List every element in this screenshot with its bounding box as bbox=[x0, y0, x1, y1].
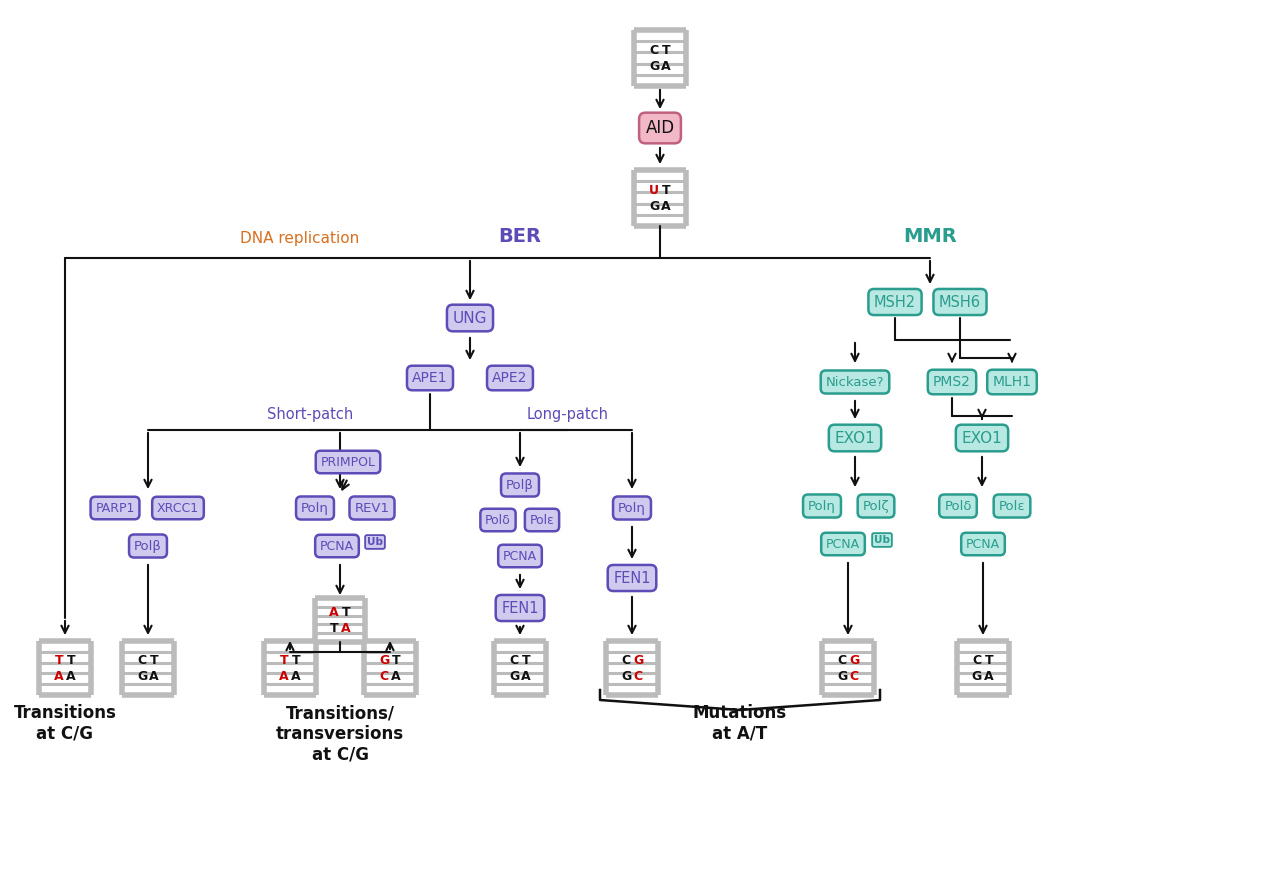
Text: Polε: Polε bbox=[998, 499, 1025, 513]
Text: A: A bbox=[662, 59, 671, 73]
Text: A: A bbox=[392, 669, 401, 683]
Text: Polη: Polη bbox=[301, 502, 329, 514]
Text: A: A bbox=[54, 669, 64, 683]
Text: UNG: UNG bbox=[453, 311, 488, 325]
Text: A: A bbox=[291, 669, 301, 683]
Text: Polε: Polε bbox=[530, 513, 554, 527]
Text: C: C bbox=[973, 653, 982, 667]
Text: A: A bbox=[521, 669, 531, 683]
Text: PCNA: PCNA bbox=[966, 538, 1000, 550]
Text: MSH6: MSH6 bbox=[940, 295, 980, 309]
Text: G: G bbox=[137, 669, 147, 683]
Text: Nickase?: Nickase? bbox=[826, 375, 884, 389]
Text: G: G bbox=[972, 669, 982, 683]
Text: PARP1: PARP1 bbox=[95, 502, 134, 514]
Text: T: T bbox=[522, 653, 530, 667]
Text: G: G bbox=[649, 200, 659, 212]
Text: T: T bbox=[67, 653, 76, 667]
Text: C: C bbox=[837, 653, 846, 667]
Text: PMS2: PMS2 bbox=[933, 375, 972, 389]
Text: EXO1: EXO1 bbox=[961, 430, 1002, 445]
Text: G: G bbox=[649, 59, 659, 73]
Text: C: C bbox=[621, 653, 631, 667]
Text: XRCC1: XRCC1 bbox=[157, 502, 200, 514]
Text: FEN1: FEN1 bbox=[613, 571, 650, 585]
Text: C: C bbox=[850, 669, 859, 683]
Text: Polη: Polη bbox=[808, 499, 836, 513]
Text: Polζ: Polζ bbox=[863, 499, 890, 513]
Text: DNA replication: DNA replication bbox=[241, 231, 360, 246]
Text: EXO1: EXO1 bbox=[835, 430, 876, 445]
Text: A: A bbox=[662, 200, 671, 212]
Text: Long-patch: Long-patch bbox=[527, 407, 609, 422]
Text: Mutations
at A/T: Mutations at A/T bbox=[692, 704, 787, 743]
Text: APE2: APE2 bbox=[493, 371, 527, 385]
Text: MSH2: MSH2 bbox=[874, 295, 916, 309]
Text: Transitions/
transversions
at C/G: Transitions/ transversions at C/G bbox=[276, 704, 404, 763]
Text: A: A bbox=[67, 669, 76, 683]
Text: T: T bbox=[330, 622, 338, 634]
Text: PCNA: PCNA bbox=[320, 539, 355, 553]
Text: PCNA: PCNA bbox=[503, 549, 538, 563]
Text: Ub: Ub bbox=[874, 535, 890, 545]
Text: T: T bbox=[292, 653, 301, 667]
Text: A: A bbox=[984, 669, 993, 683]
Text: G: G bbox=[632, 653, 643, 667]
Text: C: C bbox=[137, 653, 147, 667]
Text: Polβ: Polβ bbox=[506, 478, 534, 492]
Text: BER: BER bbox=[498, 227, 541, 246]
Text: G: G bbox=[849, 653, 859, 667]
Text: T: T bbox=[55, 653, 63, 667]
Text: G: G bbox=[837, 669, 847, 683]
Text: FEN1: FEN1 bbox=[502, 600, 539, 616]
Text: Polη: Polη bbox=[618, 502, 646, 514]
Text: Transitions
at C/G: Transitions at C/G bbox=[14, 704, 116, 743]
Text: T: T bbox=[984, 653, 993, 667]
Text: T: T bbox=[280, 653, 288, 667]
Text: Ub: Ub bbox=[367, 537, 383, 547]
Text: A: A bbox=[342, 622, 351, 634]
Text: MLH1: MLH1 bbox=[992, 375, 1032, 389]
Text: Polδ: Polδ bbox=[485, 513, 511, 527]
Text: G: G bbox=[379, 653, 389, 667]
Text: Polβ: Polβ bbox=[134, 539, 163, 553]
Text: C: C bbox=[509, 653, 518, 667]
Text: U: U bbox=[649, 184, 659, 196]
Text: APE1: APE1 bbox=[412, 371, 448, 385]
Text: AID: AID bbox=[645, 119, 675, 137]
Text: MMR: MMR bbox=[904, 227, 957, 246]
Text: PCNA: PCNA bbox=[826, 538, 860, 550]
Text: Short-patch: Short-patch bbox=[266, 407, 353, 422]
Text: G: G bbox=[509, 669, 520, 683]
Text: A: A bbox=[150, 669, 159, 683]
Text: G: G bbox=[621, 669, 631, 683]
Text: A: A bbox=[329, 606, 339, 618]
Text: T: T bbox=[150, 653, 159, 667]
Text: C: C bbox=[634, 669, 643, 683]
Text: Polδ: Polδ bbox=[945, 499, 972, 513]
Text: T: T bbox=[662, 44, 671, 56]
Text: T: T bbox=[662, 184, 671, 196]
Text: PRIMPOL: PRIMPOL bbox=[320, 455, 375, 469]
Text: C: C bbox=[649, 44, 659, 56]
Text: REV1: REV1 bbox=[355, 502, 389, 514]
Text: C: C bbox=[379, 669, 389, 683]
Text: T: T bbox=[392, 653, 401, 667]
Text: A: A bbox=[279, 669, 289, 683]
Text: T: T bbox=[342, 606, 351, 618]
